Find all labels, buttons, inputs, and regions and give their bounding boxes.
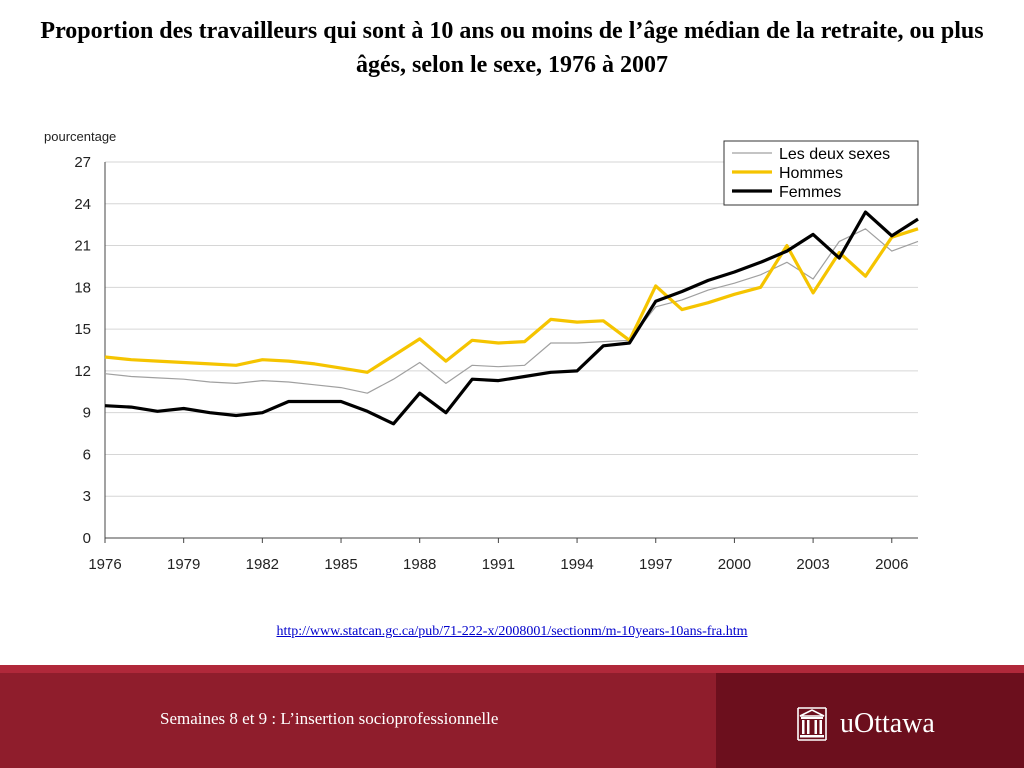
y-tick-label: 15 [74, 321, 91, 338]
axes [104, 162, 918, 543]
source-link[interactable]: http://www.statcan.gc.ca/pub/71-222-x/20… [276, 624, 748, 639]
legend-label: Femmes [779, 184, 841, 201]
legend-label: Les deux sexes [779, 146, 890, 163]
footer-accent-stripe [0, 665, 1024, 673]
y-tick-label: 6 [83, 446, 91, 463]
y-tick-label: 21 [74, 238, 91, 255]
university-building-icon [797, 707, 827, 741]
x-tick-label: 1988 [403, 556, 436, 573]
series-line-3 [104, 210, 919, 426]
x-tick-label: 1985 [324, 556, 357, 573]
x-tick-label: 1997 [639, 556, 672, 573]
series-lines [104, 210, 919, 426]
series-line-2 [104, 227, 919, 374]
x-tick-label: 1976 [88, 556, 121, 573]
y-tick-label: 3 [83, 488, 91, 505]
x-tick-label: 1994 [560, 556, 593, 573]
y-tick-label: 12 [74, 363, 91, 380]
course-title: Semaines 8 et 9 : L’insertion socioprofe… [160, 709, 499, 728]
y-tick-label: 0 [83, 530, 91, 547]
x-tick-label: 1991 [482, 556, 515, 573]
line-chart: 0 3 6 9 12 15 18 21 24 27 1976 1979 1982 1985 1988 1991… [44, 129, 919, 573]
legend-label: Hommes [779, 165, 843, 182]
tick-labels: 0 3 6 9 12 15 18 21 24 27 1976 1979 1982 1985 1988 1991… [74, 154, 908, 573]
y-tick-label: 18 [74, 279, 91, 296]
legend: Les deux sexes Hommes Femmes [723, 140, 919, 206]
uottawa-logo[interactable]: uOttawa [792, 703, 935, 745]
x-tick-label: 1979 [167, 556, 200, 573]
x-tick-label: 1982 [246, 556, 279, 573]
series-line-1 [104, 228, 919, 394]
slide-title: Proportion des travailleurs qui sont à 1… [40, 18, 984, 78]
logo-panel [716, 673, 1024, 768]
x-tick-label: 2003 [796, 556, 829, 573]
gridlines [105, 161, 918, 497]
y-axis-label: pourcentage [44, 129, 116, 144]
y-tick-label: 9 [83, 405, 91, 422]
x-tick-label: 2000 [718, 556, 751, 573]
footer-band: Semaines 8 et 9 : L’insertion socioprofe… [0, 665, 1024, 768]
y-tick-label: 27 [74, 154, 91, 171]
logo-text: uOttawa [840, 708, 935, 739]
x-tick-label: 2006 [875, 556, 908, 573]
y-tick-label: 24 [74, 196, 91, 213]
